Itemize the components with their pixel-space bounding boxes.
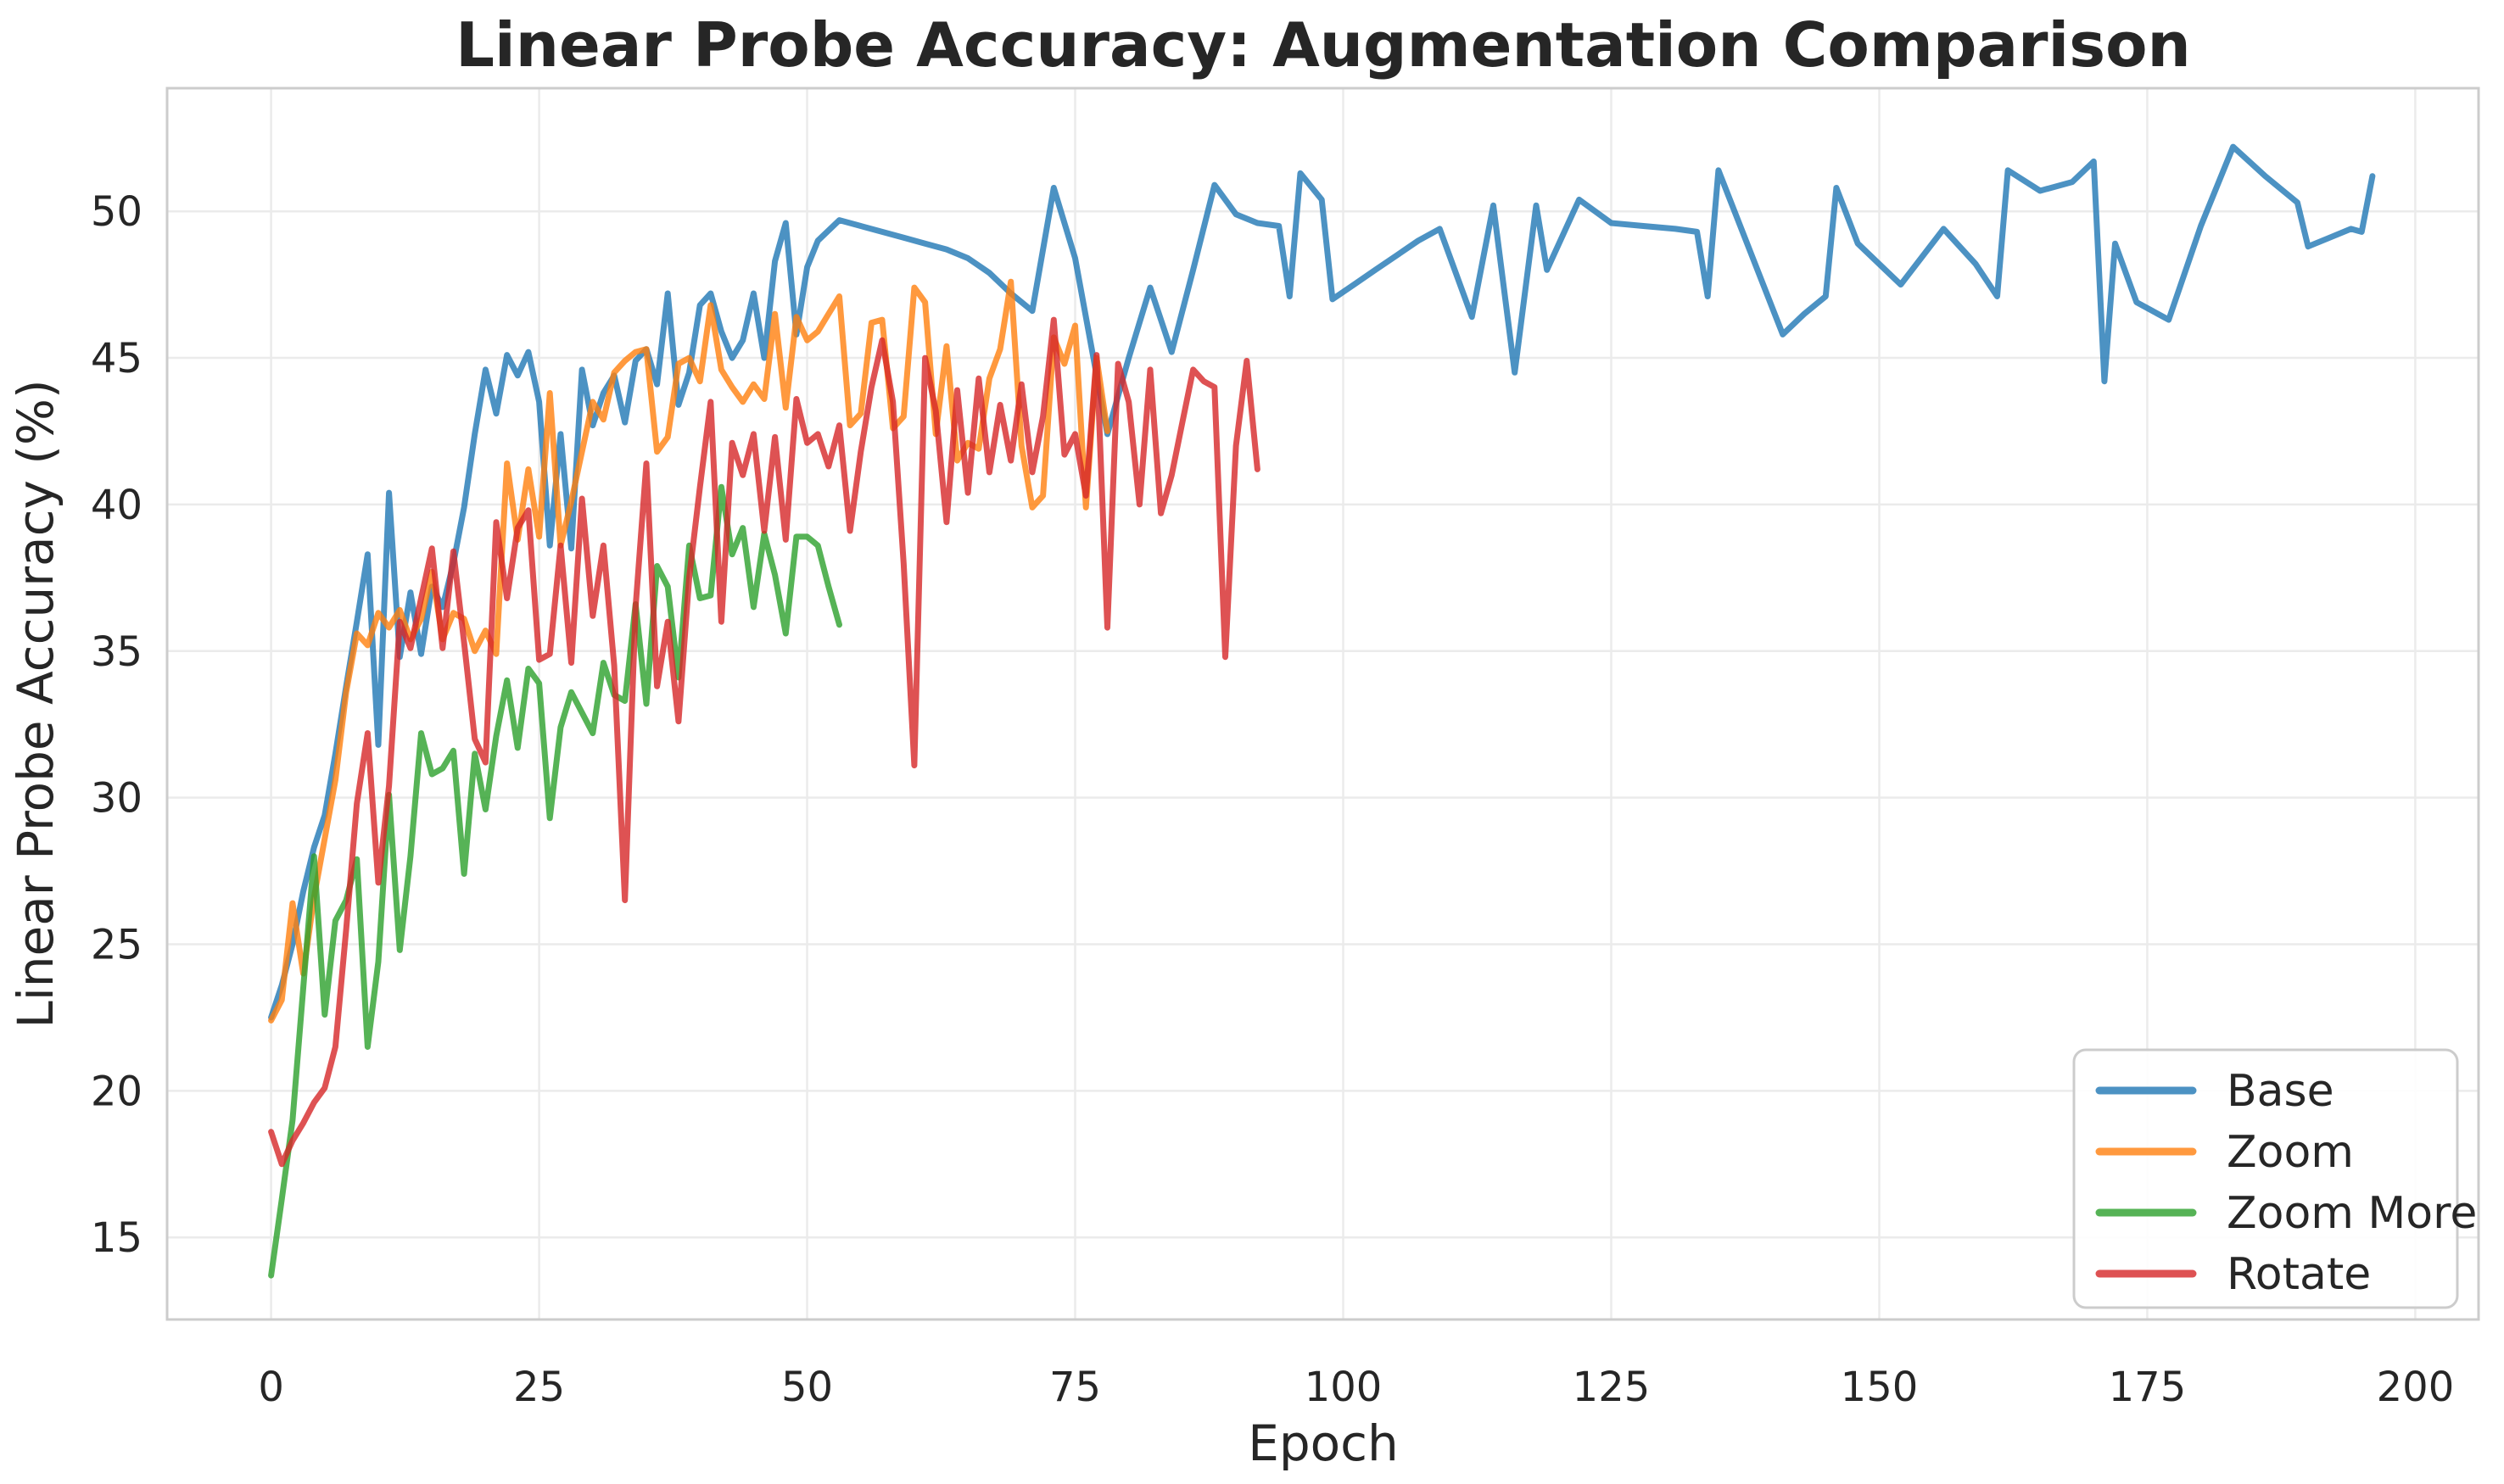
y-tick-label: 40	[91, 482, 143, 529]
legend-entries: Base Zoom Zoom More Rotate	[2095, 1066, 2477, 1300]
series-layer	[268, 143, 2376, 1279]
y-tick-label: 45	[91, 335, 143, 382]
y-tick-label: 15	[91, 1214, 143, 1262]
x-tick-label: 125	[1573, 1364, 1651, 1411]
y-tick-label: 35	[91, 628, 143, 676]
legend: Base Zoom Zoom More Rotate	[2072, 1048, 2477, 1309]
series-line-rotate	[268, 316, 1260, 1168]
legend-box	[2072, 1048, 2459, 1309]
legend-label-zoom: Zoom	[2227, 1127, 2354, 1178]
x-tick-label: 0	[258, 1364, 284, 1411]
y-tick-label: 20	[91, 1068, 143, 1115]
x-tick-labels: 0 25 50 75 100 125 150 175 200	[258, 1364, 2454, 1411]
y-tick-label: 30	[91, 775, 143, 823]
x-tick-label: 100	[1305, 1364, 1383, 1411]
y-tick-label: 25	[91, 921, 143, 968]
y-tick-labels: 15 20 25 30 35 40 45 50	[91, 188, 143, 1262]
y-axis-label: Linear Probe Accuracy (%)	[7, 379, 64, 1028]
legend-label-zoom-more: Zoom More	[2227, 1188, 2477, 1239]
x-tick-label: 75	[1049, 1364, 1101, 1411]
x-tick-label: 150	[1841, 1364, 1919, 1411]
series-line-zoom-more	[268, 483, 842, 1279]
x-tick-label: 200	[2377, 1364, 2455, 1411]
axes-spines	[165, 86, 2480, 1321]
chart-title: Linear Probe Accuracy: Augmentation Comp…	[456, 9, 2191, 81]
y-tick-label: 50	[91, 188, 143, 236]
x-axis-label: Epoch	[1248, 1414, 1399, 1472]
legend-label-base: Base	[2227, 1066, 2334, 1117]
x-tick-label: 175	[2109, 1364, 2187, 1411]
x-tick-label: 50	[781, 1364, 833, 1411]
x-tick-label: 25	[513, 1364, 565, 1411]
legend-label-rotate: Rotate	[2227, 1249, 2371, 1300]
